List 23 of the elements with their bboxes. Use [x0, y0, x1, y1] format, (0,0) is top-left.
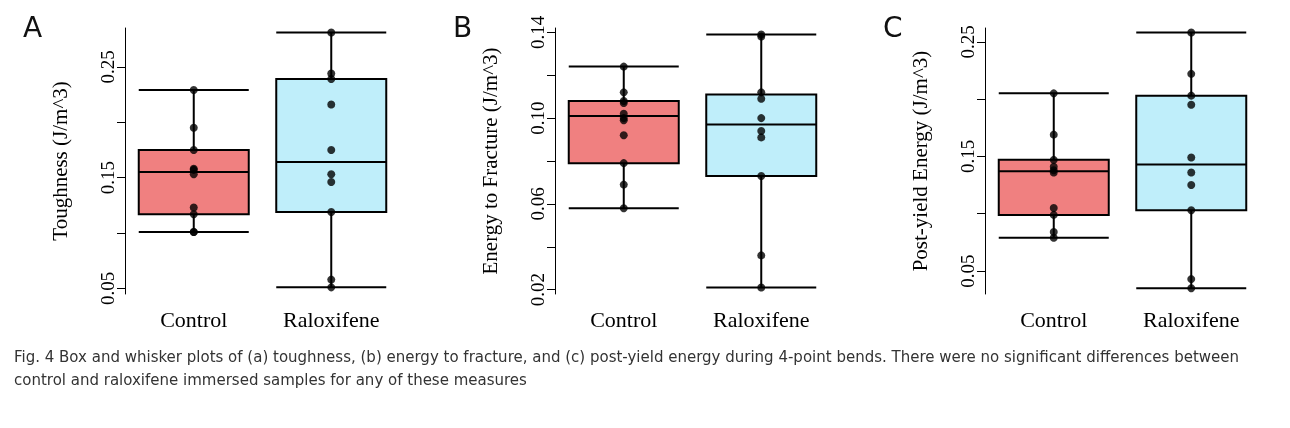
y-tick-label: 0.06: [527, 187, 548, 221]
y-axis-title: Post-yield Energy (J/m^3): [907, 50, 932, 272]
x-tick-label: Raloxifene: [712, 306, 810, 332]
y-tick-label: 0.02: [527, 273, 548, 307]
y-axis-title: Energy to Fracture (J/m^3): [477, 47, 502, 275]
x-tick-label: Raloxifene: [1142, 306, 1240, 332]
x-tick-label: Raloxifene: [282, 306, 380, 332]
caption: Fig. 4 Box and whisker plots of (a) toughness, (b) energy to fracture, and (c) post-yield energy during 4-point bends. There were no significant differences between control and raloxifene immersed samples for any of these measures: [14, 347, 1240, 391]
chart-title: C: [883, 10, 903, 44]
y-tick-label: 0.10: [527, 101, 548, 135]
y-tick-label: 0.25: [97, 50, 118, 84]
y-tick-label: 0.15: [957, 139, 978, 174]
y-tick-label: 0.14: [527, 15, 548, 49]
chart-title: A: [23, 10, 43, 44]
x-tick-label: Control: [160, 306, 228, 332]
y-tick-label: 0.05: [97, 271, 118, 306]
y-tick-label: 0.05: [957, 254, 978, 288]
chart-title: B: [453, 10, 473, 44]
y-axis-title: Toughness (J/m^3): [47, 81, 72, 241]
x-tick-label: Control: [1020, 306, 1088, 332]
x-tick-label: Control: [590, 306, 658, 332]
y-tick-label: 0.15: [97, 161, 118, 195]
y-tick-label: 0.25: [957, 25, 978, 59]
